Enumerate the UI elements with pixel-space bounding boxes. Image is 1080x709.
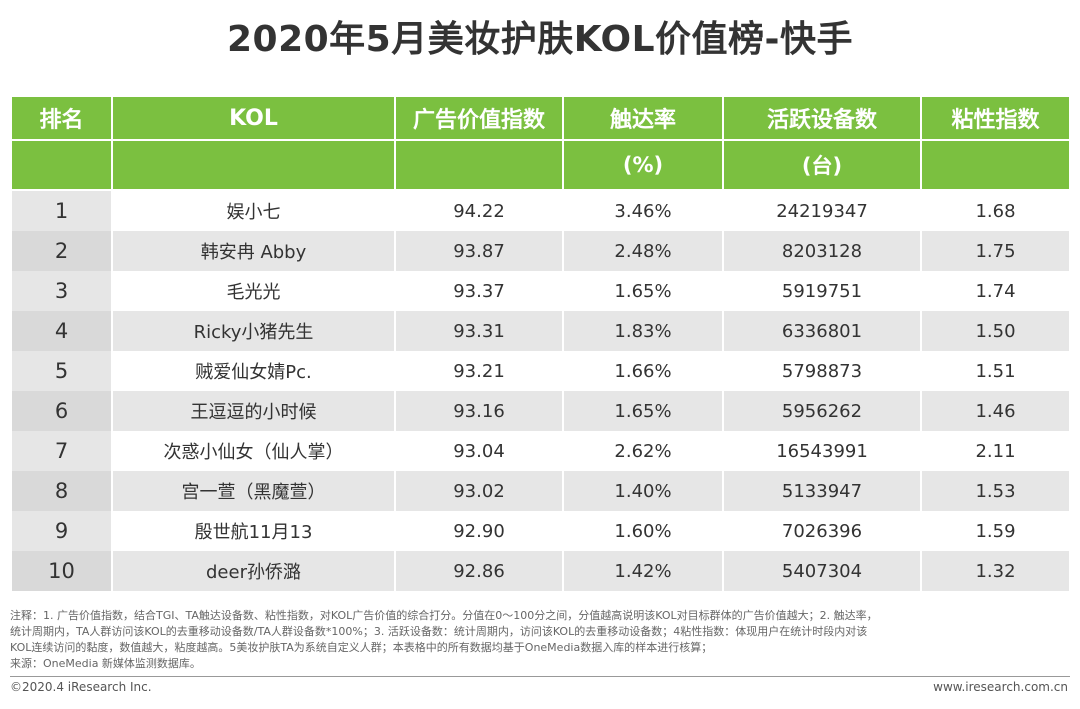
unit-active-devices: (台) xyxy=(723,140,922,191)
cell-stickiness-index: 1.53 xyxy=(921,471,1069,511)
cell-kol-name: 毛光光 xyxy=(112,271,396,311)
cell-reach-rate: 2.48% xyxy=(563,231,724,271)
cell-reach-rate: 1.66% xyxy=(563,351,724,391)
cell-rank: 5 xyxy=(12,351,113,391)
cell-active-devices: 24219347 xyxy=(723,190,922,231)
website-link[interactable]: www.iresearch.com.cn xyxy=(933,680,1068,694)
cell-rank: 6 xyxy=(12,391,113,431)
cell-ad-value-index: 93.87 xyxy=(395,231,564,271)
cell-kol-name: Ricky小猪先生 xyxy=(112,311,396,351)
copyright: ©2020.4 iResearch Inc. xyxy=(10,680,152,694)
cell-active-devices: 8203128 xyxy=(723,231,922,271)
table-row: 7 次惑小仙女（仙人掌） 93.04 2.62% 16543991 2.11 xyxy=(12,431,1069,471)
footer-divider xyxy=(10,676,1070,677)
cell-ad-value-index: 92.86 xyxy=(395,551,564,591)
footnote-line: 注释：1. 广告价值指数，结合TGI、TA触达设备数、粘性指数，对KOL广告价值… xyxy=(10,609,878,622)
footnote-line: KOL连续访问的黏度，数值越大，粘度越高。5美妆护肤TA为系统自定义人群；本表格… xyxy=(10,641,713,654)
header-unit-row: (%) (台) xyxy=(12,140,1069,191)
cell-kol-name: 娱小七 xyxy=(112,190,396,231)
cell-active-devices: 5956262 xyxy=(723,391,922,431)
cell-stickiness-index: 1.46 xyxy=(921,391,1069,431)
cell-ad-value-index: 93.31 xyxy=(395,311,564,351)
cell-reach-rate: 1.65% xyxy=(563,271,724,311)
table-row: 8 宫一萱（黑魔萱） 93.02 1.40% 5133947 1.53 xyxy=(12,471,1069,511)
cell-rank: 1 xyxy=(12,190,113,231)
header-row: 排名 KOL 广告价值指数 触达率 活跃设备数 粘性指数 xyxy=(12,97,1069,141)
table-row: 6 王逗逗的小时候 93.16 1.65% 5956262 1.46 xyxy=(12,391,1069,431)
table-row: 2 韩安冉 Abby 93.87 2.48% 8203128 1.75 xyxy=(12,231,1069,271)
cell-active-devices: 6336801 xyxy=(723,311,922,351)
page-title: 2020年5月美妆护肤KOL价值榜-快手 xyxy=(226,19,853,60)
cell-kol-name: 宫一萱（黑魔萱） xyxy=(112,471,396,511)
cell-ad-value-index: 93.21 xyxy=(395,351,564,391)
header-stickiness-index: 粘性指数 xyxy=(921,97,1069,141)
cell-stickiness-index: 2.11 xyxy=(921,431,1069,471)
cell-rank: 8 xyxy=(12,471,113,511)
cell-active-devices: 16543991 xyxy=(723,431,922,471)
cell-ad-value-index: 94.22 xyxy=(395,190,564,231)
cell-ad-value-index: 93.16 xyxy=(395,391,564,431)
header-ad-value-index: 广告价值指数 xyxy=(395,97,564,141)
cell-active-devices: 5133947 xyxy=(723,471,922,511)
cell-ad-value-index: 93.02 xyxy=(395,471,564,511)
cell-stickiness-index: 1.50 xyxy=(921,311,1069,351)
cell-rank: 10 xyxy=(12,551,113,591)
cell-ad-value-index: 93.37 xyxy=(395,271,564,311)
cell-stickiness-index: 1.74 xyxy=(921,271,1069,311)
unit-stickiness-index xyxy=(921,140,1069,191)
unit-reach-rate: (%) xyxy=(563,140,724,191)
cell-kol-name: 贼爱仙女婧Pc. xyxy=(112,351,396,391)
cell-active-devices: 5407304 xyxy=(723,551,922,591)
cell-rank: 3 xyxy=(12,271,113,311)
cell-stickiness-index: 1.75 xyxy=(921,231,1069,271)
cell-reach-rate: 2.62% xyxy=(563,431,724,471)
cell-kol-name: deer孙侨潞 xyxy=(112,551,396,591)
cell-active-devices: 5919751 xyxy=(723,271,922,311)
cell-active-devices: 5798873 xyxy=(723,351,922,391)
cell-rank: 4 xyxy=(12,311,113,351)
cell-rank: 7 xyxy=(12,431,113,471)
cell-kol-name: 次惑小仙女（仙人掌） xyxy=(112,431,396,471)
cell-reach-rate: 3.46% xyxy=(563,190,724,231)
table-row: 10 deer孙侨潞 92.86 1.42% 5407304 1.32 xyxy=(12,551,1069,591)
kol-ranking-table: 排名 KOL 广告价值指数 触达率 活跃设备数 粘性指数 (%) (台) 1 娱小… xyxy=(12,97,1069,591)
table-body: 1 娱小七 94.22 3.46% 24219347 1.68 2 韩安冉 Abby 93.87… xyxy=(12,190,1069,591)
source-line: 来源：OneMedia 新媒体监测数据库。 xyxy=(10,657,201,670)
unit-rank xyxy=(12,140,113,191)
cell-stickiness-index: 1.51 xyxy=(921,351,1069,391)
cell-reach-rate: 1.60% xyxy=(563,511,724,551)
cell-ad-value-index: 93.04 xyxy=(395,431,564,471)
table-row: 1 娱小七 94.22 3.46% 24219347 1.68 xyxy=(12,190,1069,231)
cell-kol-name: 韩安冉 Abby xyxy=(112,231,396,271)
cell-stickiness-index: 1.32 xyxy=(921,551,1069,591)
cell-stickiness-index: 1.68 xyxy=(921,190,1069,231)
cell-kol-name: 王逗逗的小时候 xyxy=(112,391,396,431)
footnote: 注释：1. 广告价值指数，结合TGI、TA触达设备数、粘性指数，对KOL广告价值… xyxy=(10,608,1070,672)
cell-rank: 9 xyxy=(12,511,113,551)
header-reach-rate: 触达率 xyxy=(563,97,724,141)
cell-ad-value-index: 92.90 xyxy=(395,511,564,551)
cell-reach-rate: 1.42% xyxy=(563,551,724,591)
cell-rank: 2 xyxy=(12,231,113,271)
cell-active-devices: 7026396 xyxy=(723,511,922,551)
unit-ad-value-index xyxy=(395,140,564,191)
header-active-devices: 活跃设备数 xyxy=(723,97,922,141)
cell-kol-name: 殷世航11月13 xyxy=(112,511,396,551)
footnote-line: 统计周期内，TA人群访问该KOL的去重移动设备数/TA人群设备数*100%；3.… xyxy=(10,625,868,638)
cell-reach-rate: 1.65% xyxy=(563,391,724,431)
table-row: 4 Ricky小猪先生 93.31 1.83% 6336801 1.50 xyxy=(12,311,1069,351)
table-row: 9 殷世航11月13 92.90 1.60% 7026396 1.59 xyxy=(12,511,1069,551)
header-rank: 排名 xyxy=(12,97,113,141)
table-row: 3 毛光光 93.37 1.65% 5919751 1.74 xyxy=(12,271,1069,311)
table-row: 5 贼爱仙女婧Pc. 93.21 1.66% 5798873 1.51 xyxy=(12,351,1069,391)
cell-reach-rate: 1.40% xyxy=(563,471,724,511)
cell-stickiness-index: 1.59 xyxy=(921,511,1069,551)
cell-reach-rate: 1.83% xyxy=(563,311,724,351)
unit-kol xyxy=(112,140,396,191)
header-kol: KOL xyxy=(112,97,396,141)
